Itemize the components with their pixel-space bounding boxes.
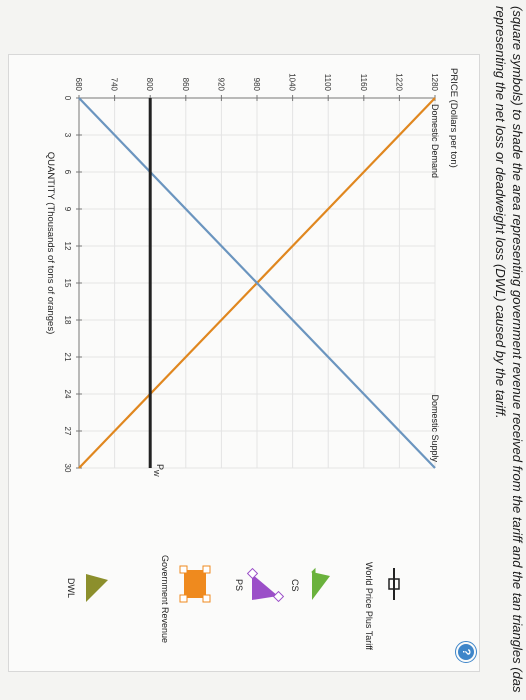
y-tick-label-860: 860 [181, 78, 190, 92]
y-tick-label-1220: 1220 [394, 73, 403, 91]
world-price-label-sub: W [152, 470, 159, 477]
y-tick-label-680: 680 [74, 78, 83, 92]
series-layer[interactable] [78, 97, 436, 469]
y-tick-label-740: 740 [110, 78, 119, 92]
demand-label: Domestic Demand [430, 104, 440, 178]
x-axis-label: QUANTITY (Thousands of tons of oranges) [45, 152, 56, 335]
ps-handle-icon-2 [272, 590, 285, 603]
tariff-handle-icon [388, 578, 400, 590]
y-tick-label-920: 920 [216, 78, 225, 92]
x-tick-label-24: 24 [63, 390, 72, 399]
x-tick-label-9: 9 [63, 207, 72, 212]
world-price-label: PW [152, 464, 165, 477]
tool-government-revenue[interactable]: Government Revenue [160, 555, 211, 643]
tool-label-ps: PS [234, 579, 244, 591]
x-tick-label-21: 21 [63, 353, 72, 362]
cs-triangle-icon [312, 572, 330, 600]
ps-triangle-icon [252, 574, 278, 600]
tool-label-world-price-plus-tariff: World Price Plus Tariff [364, 562, 374, 651]
tool-palette[interactable]: World Price Plus Tariff CS PS [66, 555, 400, 651]
gov-revenue-rect-icon [184, 570, 206, 598]
tool-label-government-revenue: Government Revenue [160, 555, 170, 643]
x-tick-label-12: 12 [63, 242, 72, 251]
x-tick-label-6: 6 [63, 170, 72, 175]
tool-cs[interactable]: CS [290, 567, 330, 600]
tool-label-dwl: DWL [66, 578, 76, 598]
supply-line[interactable] [78, 97, 436, 469]
x-tick-label-0: 0 [63, 96, 72, 101]
x-tick-label-18: 18 [63, 316, 72, 325]
tool-dwl[interactable]: DWL [66, 574, 108, 602]
gov-handle-icon-4 [179, 594, 188, 603]
tool-world-price-plus-tariff[interactable]: World Price Plus Tariff [364, 562, 400, 651]
supply-label: Domestic Supply [430, 394, 440, 462]
dwl-triangle-icon [86, 574, 108, 602]
y-tick-label-1040: 1040 [288, 73, 297, 91]
y-tick-label-1280: 1280 [430, 73, 439, 91]
y-tick-label-1100: 1100 [323, 74, 332, 92]
ps-handle-icon-1 [246, 567, 259, 580]
y-axis-label: PRICE (Dollars per ton) [448, 68, 459, 168]
x-tick-label-30: 30 [63, 464, 72, 473]
gov-handle-icon-3 [179, 565, 188, 574]
gov-handle-icon-1 [202, 565, 211, 574]
tool-ps[interactable]: PS [234, 567, 285, 603]
y-tick-label-1160: 1160 [359, 74, 368, 92]
y-tick-label-980: 980 [252, 78, 261, 92]
axes: 680 740 800 860 920 980 1040 1100 1160 1220 1280 0 3… [63, 73, 439, 473]
tool-label-cs: CS [290, 579, 300, 592]
world-price-label-p: P [155, 464, 165, 470]
x-tick-label-15: 15 [63, 279, 72, 288]
x-tick-label-27: 27 [63, 427, 72, 436]
x-tick-label-3: 3 [63, 133, 72, 138]
labels-layer: PRICE (Dollars per ton) QUANTITY (Thousa… [45, 68, 459, 477]
gov-handle-icon-2 [202, 594, 211, 603]
y-tick-label-800: 800 [145, 78, 154, 92]
cs-handle-icon [311, 567, 316, 577]
